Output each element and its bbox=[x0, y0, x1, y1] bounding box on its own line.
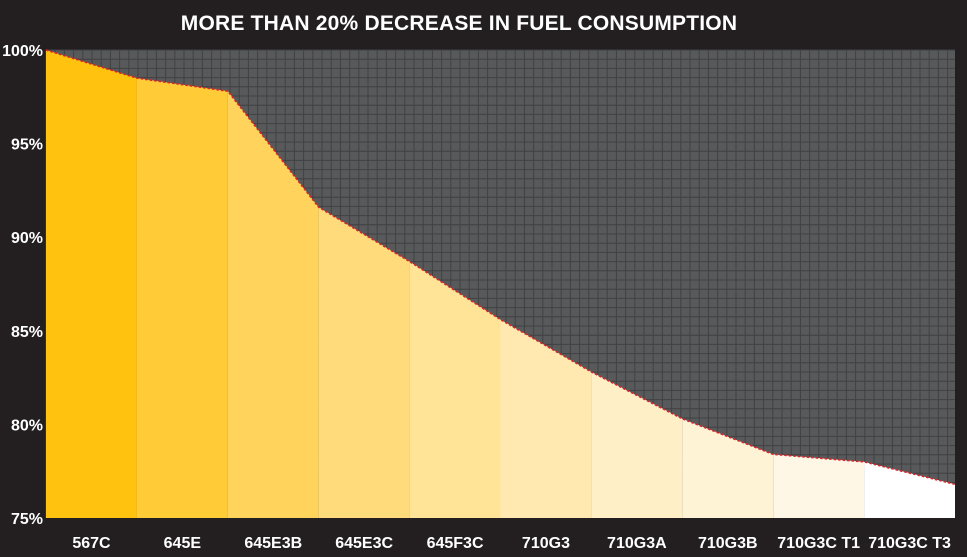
y-tick-label: 75% bbox=[11, 511, 43, 528]
x-category-label: 710G3 bbox=[522, 535, 570, 552]
area-segment-710g3a bbox=[591, 371, 683, 518]
area-segment-567c bbox=[46, 50, 137, 518]
area-segment-710g3c-t1 bbox=[773, 454, 865, 518]
y-tick-label: 80% bbox=[11, 417, 43, 434]
area-segment-710g3c-t3 bbox=[864, 461, 955, 518]
x-category-label: 645F3C bbox=[427, 535, 484, 552]
area-fills bbox=[46, 50, 955, 519]
area-segment-645e3c bbox=[318, 207, 410, 519]
x-category-label: 710G3C T3 bbox=[868, 535, 951, 552]
x-category-label: 645E3C bbox=[335, 535, 393, 552]
x-axis-categories: 567C 645E 645E3B 645E3C 645F3C 710G3 710G3A 710… bbox=[72, 535, 951, 552]
y-axis-ticks: 100% 95% 90% 85% 80% 75% bbox=[2, 43, 43, 528]
area-segment-710g3 bbox=[500, 319, 592, 518]
area-segment-645f3c bbox=[409, 261, 501, 518]
y-tick-label: 90% bbox=[11, 230, 43, 247]
series-line-layer bbox=[45, 49, 956, 486]
area-segment-645e bbox=[136, 78, 228, 518]
x-category-label: 645E3B bbox=[244, 535, 302, 552]
x-category-label: 710G3B bbox=[698, 535, 758, 552]
chart-title: MORE THAN 20% DECREASE IN FUEL CONSUMPTI… bbox=[181, 12, 737, 35]
series-line bbox=[45, 49, 956, 486]
area-segment-645e3b bbox=[227, 91, 319, 519]
x-category-label: 710G3A bbox=[607, 535, 667, 552]
y-tick-label: 85% bbox=[11, 324, 43, 341]
x-category-label: 567C bbox=[72, 535, 111, 552]
area-segment-710g3b bbox=[682, 418, 774, 518]
y-tick-label: 100% bbox=[2, 43, 43, 60]
y-tick-label: 95% bbox=[11, 137, 43, 154]
x-category-label: 710G3C T1 bbox=[777, 535, 860, 552]
x-category-label: 645E bbox=[164, 535, 202, 552]
